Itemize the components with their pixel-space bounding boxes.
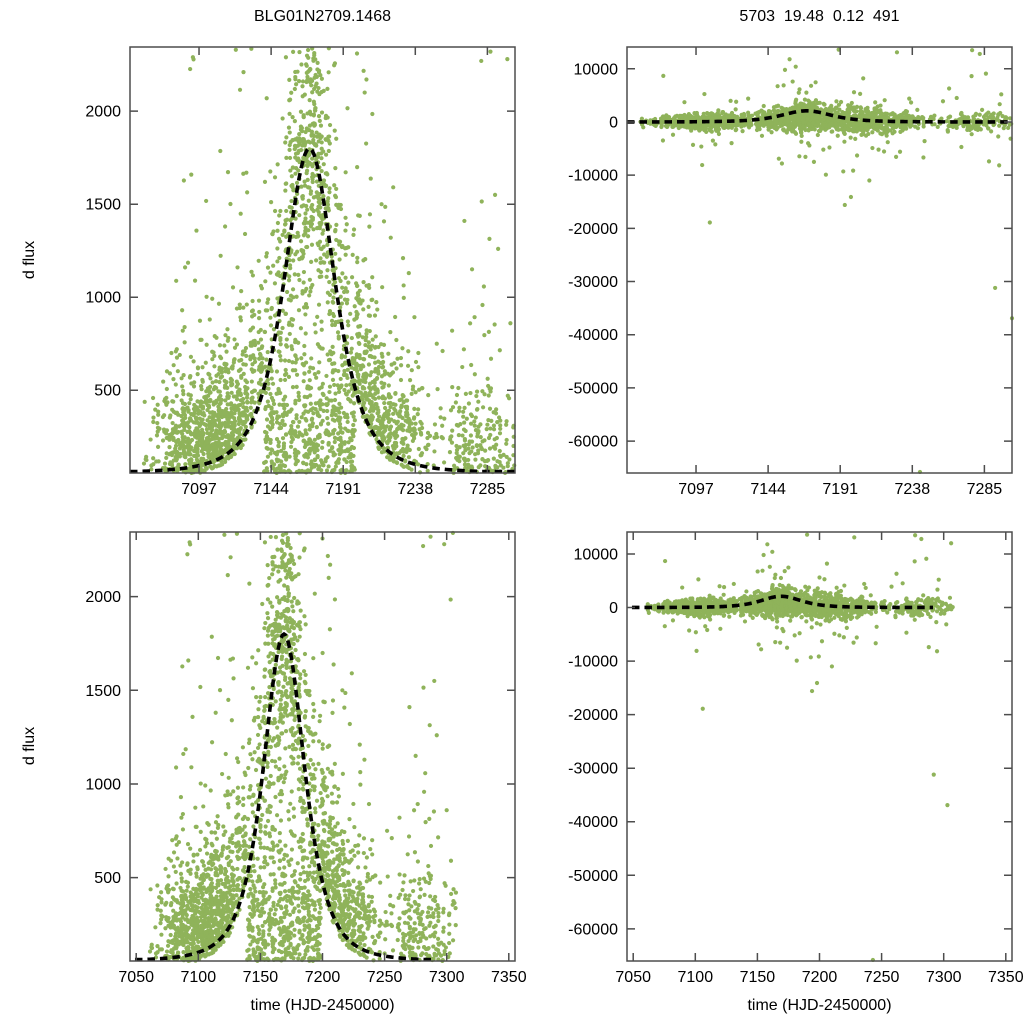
y-axis-label-top: d flux bbox=[21, 240, 38, 280]
y-axis-label-bottom: d flux bbox=[21, 726, 38, 766]
x-axis-label-right: time (HJD-2450000) bbox=[747, 997, 892, 1014]
panel-title-left: BLG01N2709.1468 bbox=[254, 8, 391, 25]
panel-title-right: 5703 19.48 0.12 491 bbox=[739, 8, 900, 25]
x-axis-label-left: time (HJD-2450000) bbox=[250, 997, 395, 1014]
